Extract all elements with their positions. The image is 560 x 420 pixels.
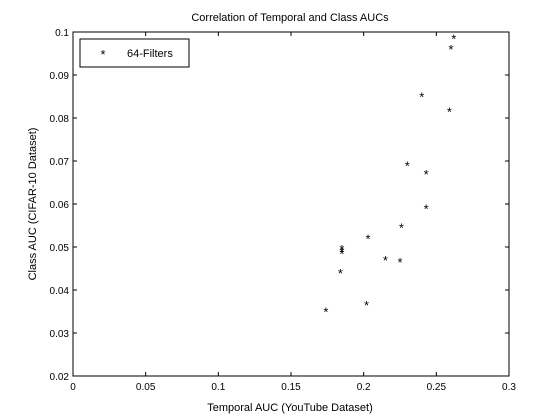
y-tick-label: 0.07 — [50, 157, 70, 168]
y-tick-label: 0.09 — [50, 71, 70, 82]
y-axis: 0.02 0.03 0.04 0.05 0.06 0.07 0.08 0.09 0.1 — [50, 28, 509, 383]
x-tick-label: 0.3 — [502, 382, 516, 393]
legend-box — [79, 38, 190, 68]
data-point: * — [419, 90, 424, 105]
legend: * 64-Filters — [79, 38, 190, 68]
y-tick-label: 0.02 — [50, 372, 70, 383]
x-axis-label: Temporal AUC (YouTube Dataset) — [207, 402, 373, 414]
data-point: * — [364, 298, 369, 313]
plot-area — [72, 31, 510, 377]
data-point: * — [451, 31, 456, 46]
data-point: * — [399, 221, 404, 236]
y-tick-label: 0.06 — [50, 200, 70, 211]
data-point: * — [448, 42, 453, 57]
data-point: * — [338, 266, 343, 281]
y-tick-label: 0.1 — [55, 28, 69, 39]
data-point: * — [339, 244, 344, 259]
y-tick-label: 0.04 — [50, 286, 70, 297]
chart-title: Correlation of Temporal and Class AUCs — [191, 12, 389, 24]
data-point: * — [339, 246, 344, 261]
x-tick-label: 0.25 — [427, 382, 447, 393]
x-tick-label: 0 — [70, 382, 76, 393]
x-tick-label: 0.2 — [357, 382, 371, 393]
y-tick-label: 0.03 — [50, 329, 70, 340]
y-tick-label: 0.05 — [50, 243, 70, 254]
data-point: * — [424, 167, 429, 182]
data-point: * — [447, 105, 452, 120]
data-point: * — [424, 201, 429, 216]
data-point: * — [397, 255, 402, 270]
data-points: ******** ********* — [323, 31, 456, 319]
x-tick-label: 0.05 — [136, 382, 156, 393]
data-point: * — [365, 231, 370, 246]
data-point: * — [383, 253, 388, 268]
legend-marker-icon: * — [100, 47, 105, 62]
data-point: * — [405, 158, 410, 173]
x-tick-label: 0.15 — [281, 382, 301, 393]
y-axis-label: Class AUC (CIFAR-10 Dataset) — [27, 128, 39, 281]
legend-label: 64-Filters — [127, 48, 173, 60]
data-point: * — [339, 242, 344, 257]
x-axis: 0 0.05 0.1 0.15 0.2 0.25 0.3 — [70, 32, 516, 393]
y-tick-label: 0.08 — [50, 114, 70, 125]
x-tick-label: 0.1 — [211, 382, 225, 393]
data-point: * — [323, 305, 328, 320]
